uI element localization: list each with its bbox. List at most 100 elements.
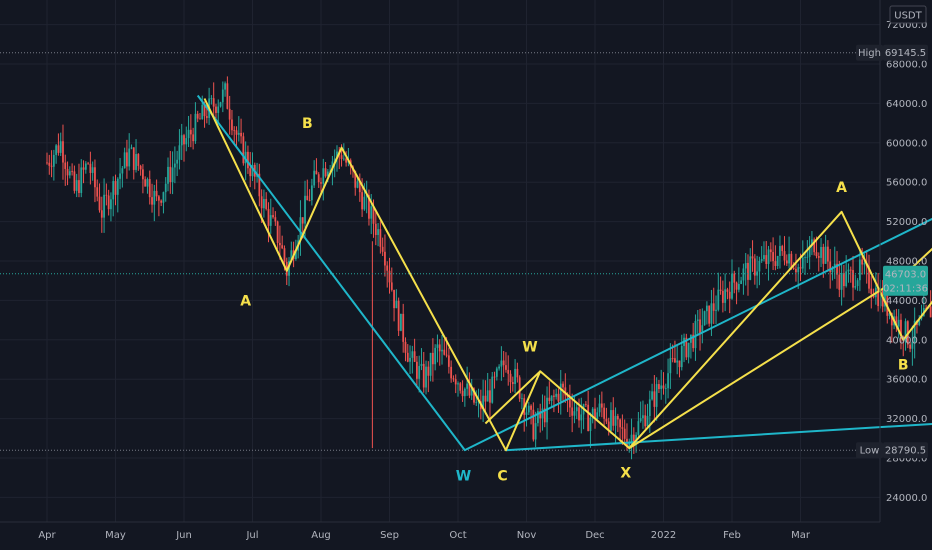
- candle-body: [744, 262, 747, 269]
- candle-body: [276, 221, 279, 243]
- candle-body: [340, 155, 343, 159]
- candle-body: [699, 319, 701, 334]
- candle-body: [710, 303, 713, 324]
- candle-body: [895, 316, 898, 327]
- wave-label: X: [620, 466, 631, 482]
- candle-body: [155, 190, 158, 197]
- candle-body: [756, 271, 759, 276]
- price-axis[interactable]: 24000.0 28000.0 32000.0 36000.0 40000.0 44000…: [879, 0, 927, 522]
- candle-body: [801, 257, 804, 269]
- candle-body: [368, 194, 370, 219]
- candle-body: [749, 256, 752, 280]
- candle-body: [792, 267, 795, 269]
- time-tick-label: Feb: [723, 530, 741, 541]
- wave-label: W: [522, 340, 537, 356]
- candle-body: [678, 360, 681, 368]
- currency-badge[interactable]: USDT: [889, 5, 927, 24]
- price-tick-label: 72000.0: [886, 20, 927, 31]
- candle-body: [434, 347, 437, 365]
- candle-body: [820, 246, 822, 258]
- candle-body: [228, 108, 231, 120]
- candle-body: [52, 154, 55, 167]
- time-tick-label: Apr: [38, 530, 56, 541]
- candle-body: [445, 354, 448, 356]
- candle-body: [183, 135, 185, 145]
- yellow-wave-line[interactable]: [484, 370, 541, 425]
- candle-body: [852, 270, 854, 288]
- candle-body: [265, 198, 268, 209]
- candle-body: [84, 163, 87, 170]
- candle-body: [381, 246, 384, 252]
- candle-body: [144, 179, 147, 187]
- candle-body: [607, 421, 610, 431]
- candle-body: [98, 196, 101, 211]
- candle-body: [91, 167, 94, 173]
- candle-body: [294, 250, 297, 260]
- candle-body: [128, 148, 131, 167]
- candle-body: [258, 173, 261, 197]
- price-tick-label: 32000.0: [886, 414, 927, 425]
- candle-body: [651, 391, 653, 400]
- candle-body: [742, 268, 745, 281]
- candle-body: [89, 163, 92, 173]
- candle-body: [877, 287, 880, 307]
- candle-body: [559, 383, 562, 402]
- candle-body: [900, 319, 902, 337]
- candle-body: [824, 246, 827, 264]
- candle-body: [836, 263, 838, 275]
- candle-body: [929, 306, 932, 318]
- candle-body: [475, 401, 478, 403]
- candle-body: [753, 258, 756, 276]
- candle-body: [201, 104, 204, 120]
- price-tick-label: 44000.0: [886, 296, 927, 307]
- candle-body: [203, 104, 206, 117]
- candle-body: [400, 313, 402, 331]
- candle-body: [765, 255, 768, 264]
- candle-body: [308, 200, 311, 201]
- candle-body: [484, 395, 487, 402]
- candle-body: [59, 141, 62, 153]
- candle-body: [64, 162, 67, 169]
- wave-label: B: [898, 357, 909, 373]
- candle-body: [215, 106, 217, 113]
- candle-body: [404, 341, 407, 353]
- candle-body: [406, 352, 409, 362]
- yellow-wave-line[interactable]: [203, 53, 932, 462]
- cyan-wave-line[interactable]: [196, 54, 932, 460]
- candle-body: [413, 351, 416, 362]
- candle-body: [114, 181, 117, 195]
- candle-body: [224, 83, 226, 90]
- candle-body: [553, 395, 555, 397]
- candle-body: [354, 170, 357, 188]
- candle-body: [632, 434, 635, 445]
- candle-body: [509, 373, 512, 383]
- candle-body: [685, 337, 688, 358]
- candle-body: [333, 158, 336, 162]
- cyan-wave-line[interactable]: [505, 371, 932, 452]
- candle-body: [696, 319, 699, 321]
- time-axis[interactable]: Apr May Jun Jul Aug Sep Oct Nov Dec 2022 Feb Mar: [0, 521, 880, 541]
- candle-body: [655, 384, 658, 407]
- candle-body: [829, 261, 832, 273]
- candle-body: [598, 403, 601, 413]
- candle-body: [662, 385, 665, 389]
- candle-body: [840, 273, 843, 290]
- candle-body: [185, 138, 188, 145]
- candle-body: [187, 129, 190, 139]
- candle-body: [148, 179, 151, 198]
- candle-body: [153, 190, 156, 205]
- candle-body: [575, 407, 578, 412]
- candle-body: [731, 273, 733, 299]
- candle-body: [724, 289, 727, 303]
- bar-countdown: 02:11:36: [883, 283, 928, 294]
- candle-body: [176, 159, 179, 164]
- candle-body: [196, 113, 199, 119]
- candle-body: [589, 417, 592, 431]
- candle-body: [637, 421, 640, 435]
- candle-body: [66, 168, 69, 176]
- candle-body: [283, 248, 286, 262]
- candle-body: [833, 263, 836, 268]
- candle-body: [868, 266, 870, 289]
